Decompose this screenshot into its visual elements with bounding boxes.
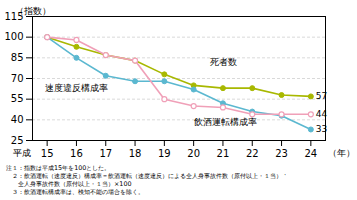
svg-text:55: 55 <box>11 93 24 104</box>
svg-text:19: 19 <box>158 148 171 159</box>
svg-text:飲酒運転構成率: 飲酒運転構成率 <box>194 117 257 127</box>
svg-text:（指数）: （指数） <box>15 6 51 16</box>
svg-text:22: 22 <box>246 148 259 159</box>
svg-text:85: 85 <box>11 52 24 63</box>
svg-text:（年）: （年） <box>328 148 355 158</box>
svg-text:16: 16 <box>70 148 83 159</box>
svg-text:57: 57 <box>316 91 327 101</box>
svg-text:死者数: 死者数 <box>210 57 237 67</box>
html-text:注１：指数は平成15年を100とした。: 注１：指数は平成15年を100とした。 <box>6 164 111 172</box>
html-text:２：飲酒運転（速度違反）構成率＝飲酒運転（速度違反）による全: ２：飲酒運転（速度違反）構成率＝飲酒運転（速度違反）による全人身事故件数（原付以… <box>6 172 288 180</box>
svg-text:115: 115 <box>4 10 24 22</box>
svg-text:33: 33 <box>316 124 327 134</box>
svg-text:速度違反構成率: 速度違反構成率 <box>45 83 108 93</box>
svg-text:15: 15 <box>41 148 54 159</box>
svg-text:100: 100 <box>4 31 23 42</box>
html-text:全人身事故件数（原付以上・１当）×100: 全人身事故件数（原付以上・１当）×100 <box>6 180 132 188</box>
svg-text:25: 25 <box>11 135 24 146</box>
svg-text:23: 23 <box>275 148 288 159</box>
svg-text:21: 21 <box>217 148 230 159</box>
svg-text:44: 44 <box>316 109 328 119</box>
svg-text:17: 17 <box>99 148 112 159</box>
svg-text:70: 70 <box>11 73 24 84</box>
svg-text:18: 18 <box>129 148 142 159</box>
svg-text:40: 40 <box>11 114 24 125</box>
svg-text:20: 20 <box>187 148 200 159</box>
svg-text:平成: 平成 <box>13 148 31 158</box>
html-text:３：飲酒運転構成率は、検知不能の場合を除く。: ３：飲酒運転構成率は、検知不能の場合を除く。 <box>6 188 144 196</box>
svg-text:24: 24 <box>304 148 317 159</box>
